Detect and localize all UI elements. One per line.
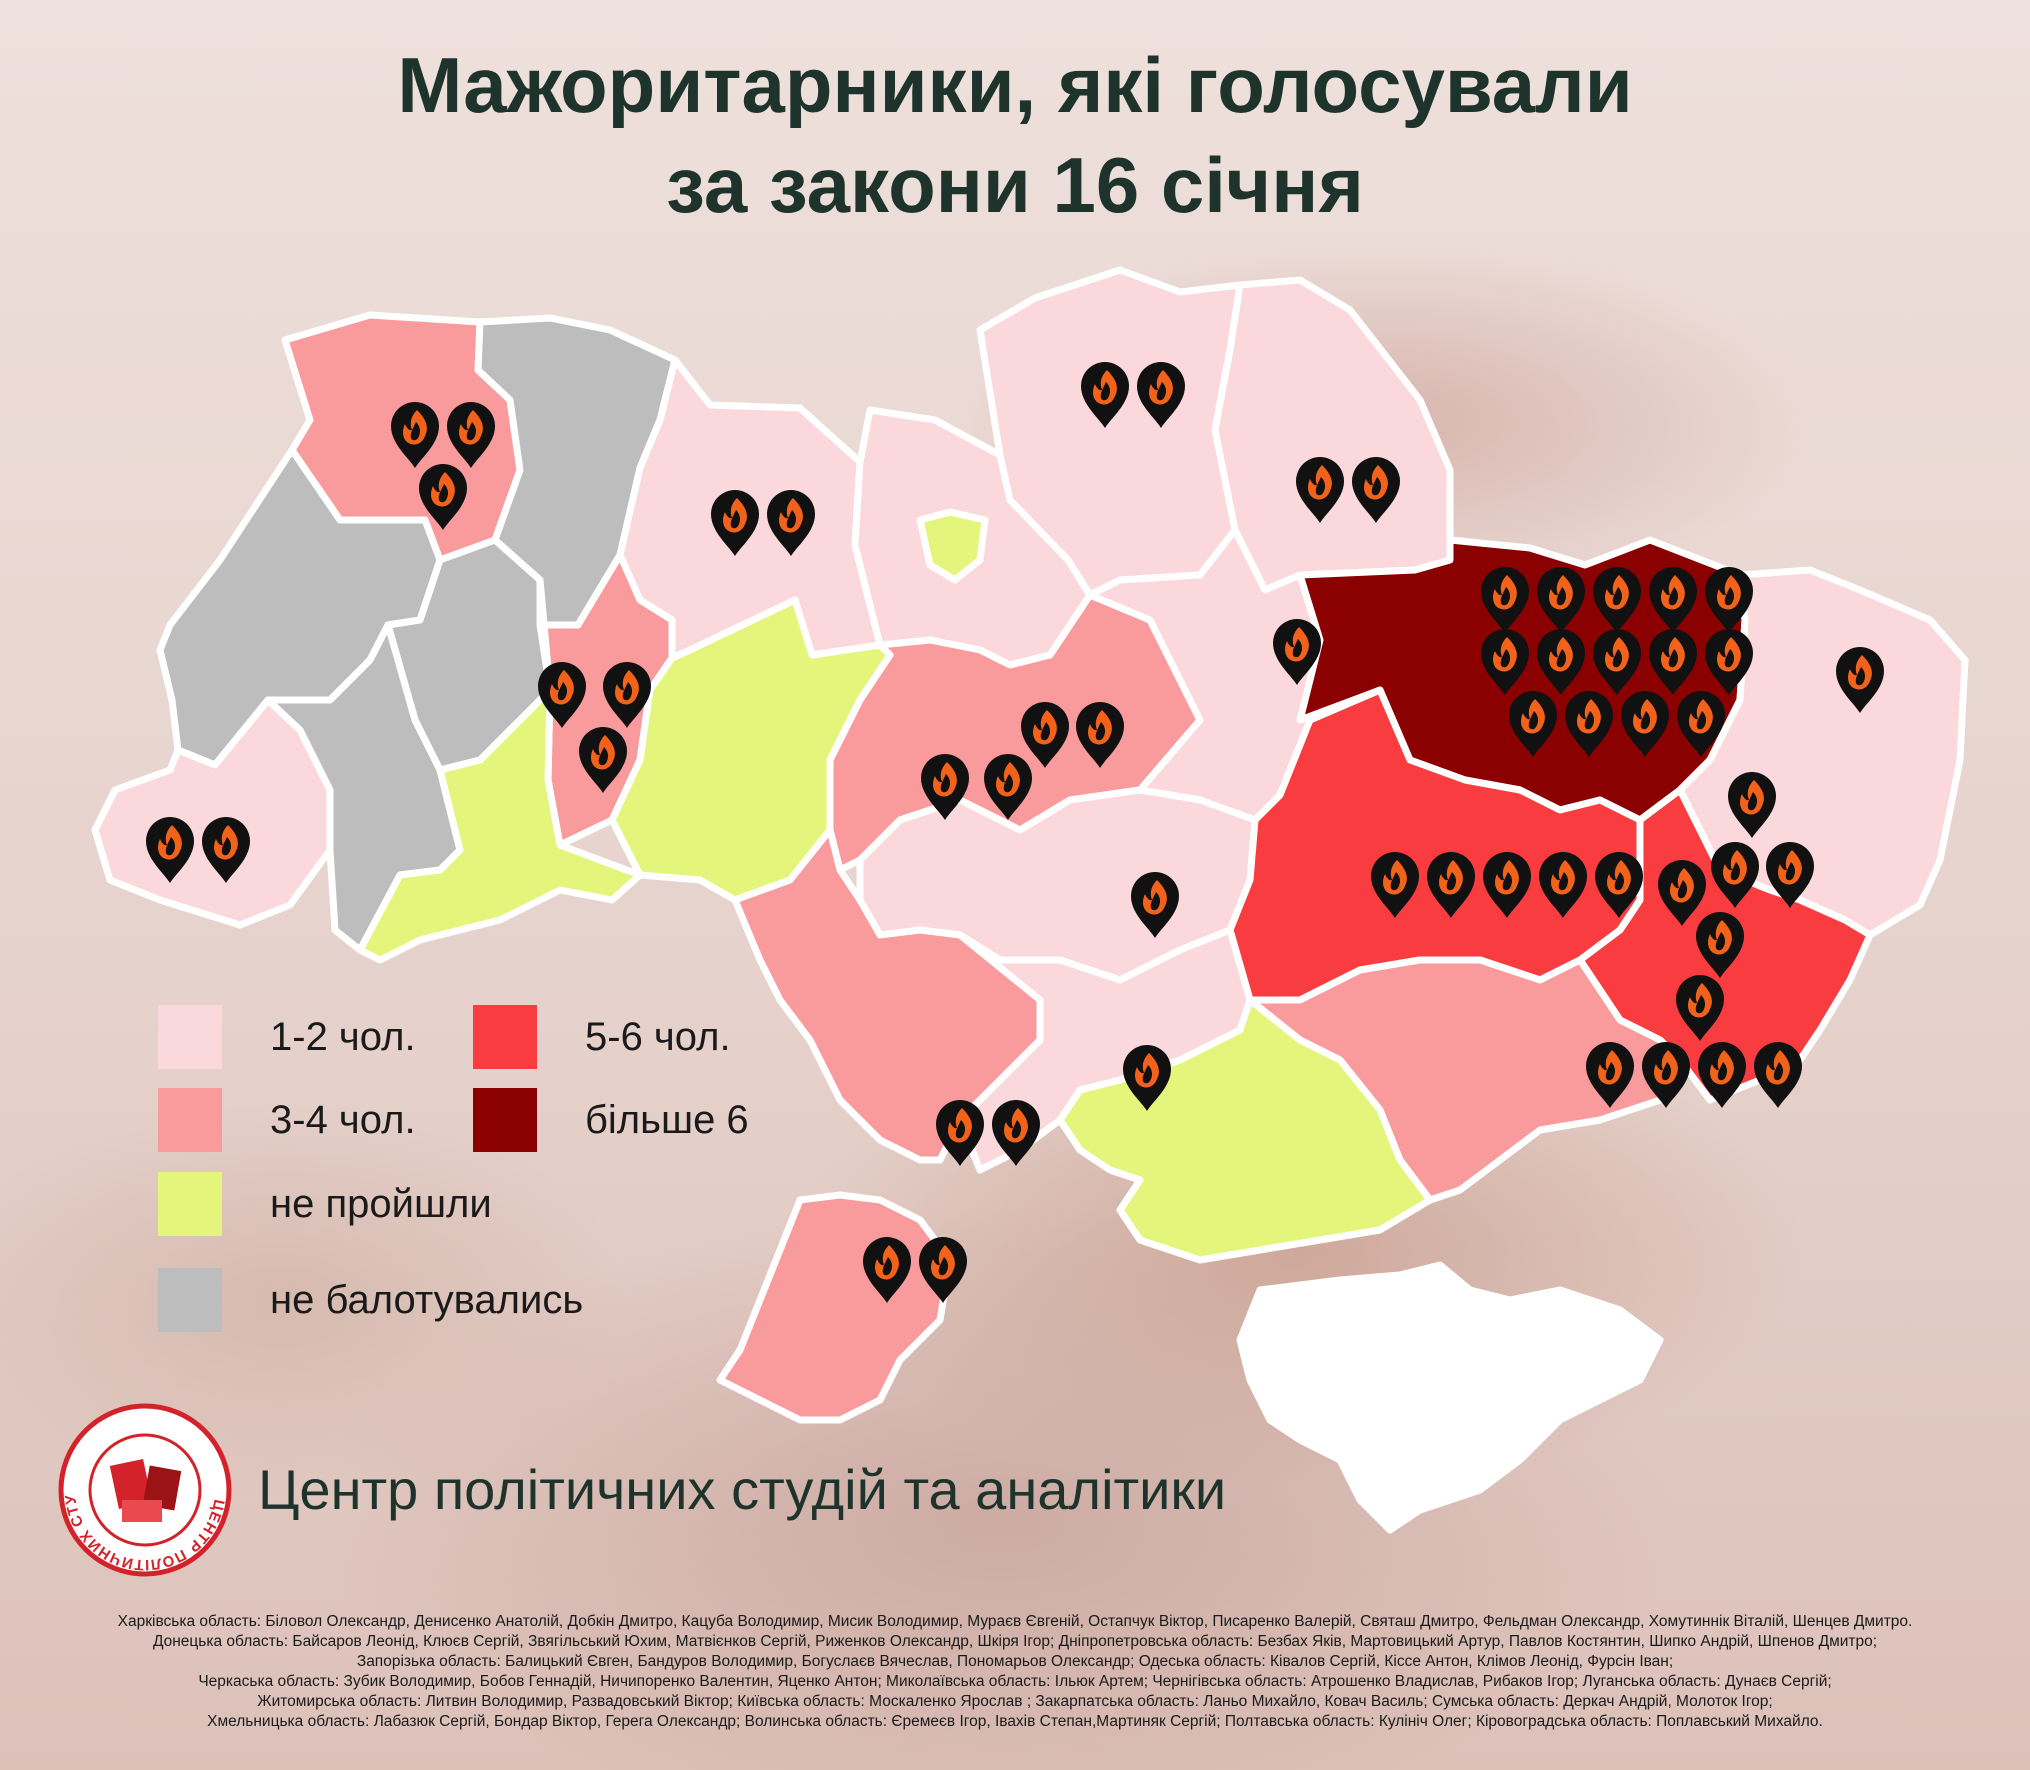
deputy-marker-icon: [1642, 1042, 1690, 1108]
markers-layer: [146, 362, 1884, 1303]
legend-swatch-failed: [158, 1172, 222, 1236]
deputy-marker-icon: [538, 662, 586, 728]
deputy-marker-icon: [579, 727, 627, 793]
legend-swatch-more-6: [473, 1088, 537, 1152]
deputy-marker-icon: [1676, 975, 1724, 1041]
deputy-marker-icon: [1649, 567, 1697, 633]
deputy-marker-icon: [1705, 629, 1753, 695]
legend-label-1-2: 1-2 чол.: [270, 1015, 416, 1059]
deputy-marker-icon: [1296, 457, 1344, 523]
deputy-marker-icon: [603, 662, 651, 728]
deputy-marker-icon: [1081, 362, 1129, 428]
deputy-marker-icon: [1593, 629, 1641, 695]
deputy-marker-icon: [1537, 567, 1585, 633]
deputy-marker-icon: [1131, 872, 1179, 938]
deputy-marker-icon: [919, 1237, 967, 1303]
deputy-marker-icon: [1481, 567, 1529, 633]
deputy-marker-icon: [1076, 702, 1124, 768]
deputy-marker-icon: [767, 490, 815, 556]
deputy-marker-icon: [202, 817, 250, 883]
deputy-marker-icon: [1621, 691, 1669, 757]
deputy-marker-icon: [1427, 852, 1475, 918]
region-odeska-south[interactable]: [716, 1191, 954, 1424]
deputies-list: Харківська область: Біловол Олександр, Д…: [20, 1612, 2010, 1732]
logo-block-2: [142, 1465, 182, 1511]
region-sumska[interactable]: [1211, 276, 1454, 594]
deputy-marker-icon: [1537, 629, 1585, 695]
legend-label-not-running: не балотувались: [270, 1278, 584, 1322]
deputy-marker-icon: [984, 754, 1032, 820]
deputy-marker-icon: [936, 1100, 984, 1166]
deputy-marker-icon: [1705, 567, 1753, 633]
deputy-marker-icon: [1539, 852, 1587, 918]
deputy-marker-icon: [711, 490, 759, 556]
legend-label-3-4: 3-4 чол.: [270, 1098, 416, 1142]
logo-block-1: [109, 1458, 153, 1510]
region-crimea[interactable]: [1236, 1261, 1664, 1534]
footnote-line: Житомирська область: Литвин Володимир, Р…: [257, 1693, 1773, 1710]
deputy-marker-icon: [1137, 362, 1185, 428]
deputy-marker-icon: [1728, 772, 1776, 838]
deputy-marker-icon: [1595, 852, 1643, 918]
deputy-marker-icon: [1649, 629, 1697, 695]
legend-swatch-3-4: [158, 1088, 222, 1152]
legend-swatch-1-2: [158, 1005, 222, 1069]
footnote-line: Черкаська область: Зубик Володимир, Бобо…: [198, 1673, 1832, 1690]
footnote-line: Хмельницька область: Лабазюк Сергій, Бон…: [207, 1713, 1823, 1730]
legend-swatch-5-6: [473, 1005, 537, 1069]
title-line-2: за закони 16 січня: [666, 141, 1364, 229]
deputy-marker-icon: [1509, 691, 1557, 757]
deputy-marker-icon: [1123, 1045, 1171, 1111]
deputy-marker-icon: [1273, 619, 1321, 685]
deputy-marker-icon: [992, 1100, 1040, 1166]
deputy-marker-icon: [391, 402, 439, 468]
deputy-marker-icon: [419, 464, 467, 530]
footnote-line: Запорізька область: Балицький Євген, Бан…: [356, 1653, 1674, 1670]
legend-swatch-not-running: [158, 1268, 222, 1332]
title-line-1: Мажоритарники, які голосували: [397, 41, 1633, 129]
deputy-marker-icon: [1677, 691, 1725, 757]
deputy-marker-icon: [1766, 842, 1814, 908]
deputy-marker-icon: [1698, 1042, 1746, 1108]
footnote-line: Харківська область: Біловол Олександр, Д…: [117, 1613, 1913, 1630]
legend-label-more-6: більше 6: [585, 1098, 749, 1142]
regions-layer: [91, 266, 1969, 1534]
deputy-marker-icon: [921, 754, 969, 820]
deputy-marker-icon: [1586, 1042, 1634, 1108]
deputy-marker-icon: [447, 402, 495, 468]
deputy-marker-icon: [1481, 629, 1529, 695]
organization-name: Центр політичних студій та аналітики: [258, 1458, 1227, 1521]
deputy-marker-icon: [1836, 647, 1884, 713]
deputy-marker-icon: [1021, 702, 1069, 768]
deputy-marker-icon: [1658, 860, 1706, 926]
region-kyiv-city[interactable]: [916, 508, 989, 584]
deputy-marker-icon: [1754, 1042, 1802, 1108]
deputy-marker-icon: [146, 817, 194, 883]
footnote-line: Донецька область: Байсаров Леонід, Клюєв…: [152, 1633, 1878, 1650]
deputy-marker-icon: [1352, 457, 1400, 523]
legend-label-5-6: 5-6 чол.: [585, 1015, 731, 1059]
deputy-marker-icon: [1565, 691, 1613, 757]
page-title: Мажоритарники, які голосували за закони …: [0, 35, 2030, 235]
deputy-marker-icon: [1371, 852, 1419, 918]
logo-block-3: [122, 1500, 162, 1522]
deputy-marker-icon: [1483, 852, 1531, 918]
region-khersonska[interactable]: [1056, 996, 1434, 1264]
deputy-marker-icon: [1711, 842, 1759, 908]
legend-label-failed: не пройшли: [270, 1182, 492, 1226]
deputy-marker-icon: [863, 1237, 911, 1303]
deputy-marker-icon: [1696, 912, 1744, 978]
deputy-marker-icon: [1593, 567, 1641, 633]
